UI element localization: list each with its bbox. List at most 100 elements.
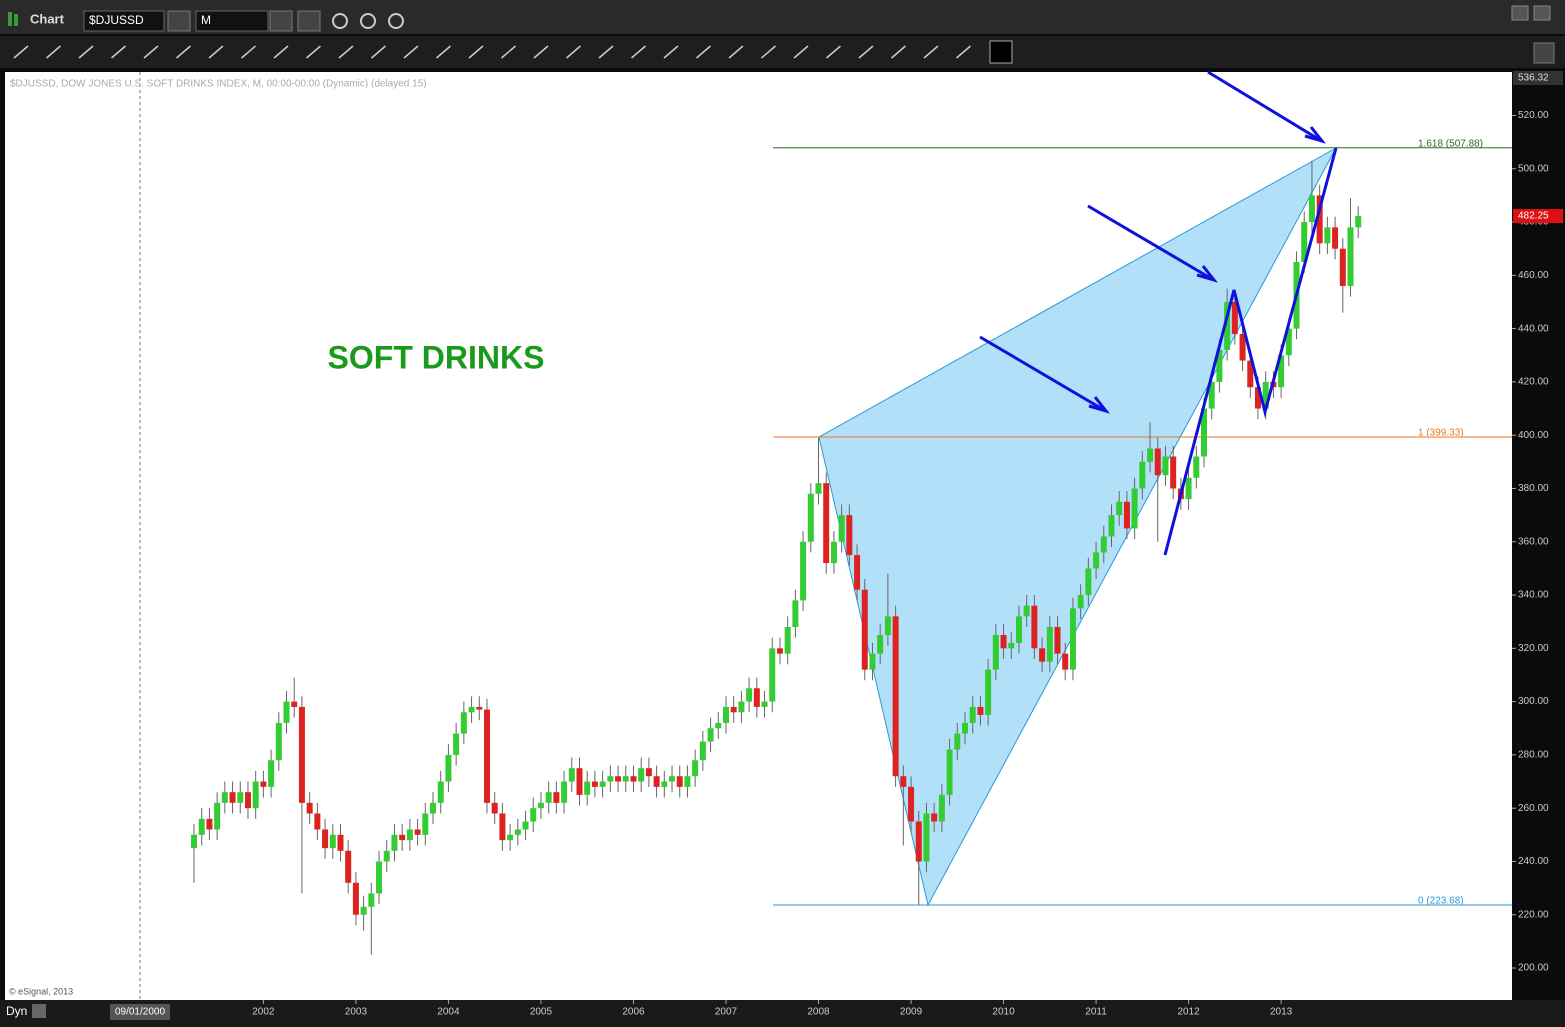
candle-body [1332,227,1339,249]
refresh-button[interactable] [332,13,348,29]
candle-body [399,834,406,841]
candle-body [1069,608,1076,670]
tool-icon[interactable] [761,45,776,59]
y-axis-panel [1512,72,1565,1000]
tool-icon[interactable] [468,45,484,59]
zigzag [1163,147,1338,556]
restore-button[interactable] [1511,5,1529,21]
candle-body [368,893,375,907]
candle-body [229,792,236,803]
tool-icon[interactable] [696,45,711,59]
x-tick-label: 2012 [1177,1007,1200,1018]
tool-icon[interactable] [663,45,679,59]
tool-icon[interactable] [501,45,516,59]
tool-icon[interactable] [436,45,451,59]
candle-body [815,483,822,494]
time-button[interactable] [269,10,293,32]
tool-icon[interactable] [273,45,289,59]
tool-icon[interactable] [858,45,874,59]
candle-body [291,701,298,707]
tool-icon[interactable] [403,45,419,59]
candle-body [669,776,676,782]
tool-icon[interactable] [923,45,939,59]
candle-body [1231,301,1238,334]
candle-body [352,882,359,915]
candle-body [1108,515,1115,537]
close-button[interactable] [1533,5,1551,21]
tool-icon[interactable] [533,45,549,59]
tool-icon[interactable] [631,45,646,59]
alert-button[interactable] [388,13,404,29]
candle-body [237,792,244,803]
candle-body [306,802,313,814]
tool-icon[interactable] [176,45,191,59]
candle-body [576,768,583,795]
interval-box[interactable] [195,10,269,32]
candle-body [314,813,321,830]
candle-body [283,701,290,723]
toolbar [0,36,1565,68]
candle-body [584,781,591,795]
magnet-button[interactable] [989,40,1013,64]
drawing-tools [13,45,971,59]
tool-icon[interactable] [241,45,256,59]
tool-icon[interactable] [826,45,841,59]
candle-body [1216,349,1223,382]
tool-icon[interactable] [143,45,159,59]
tool-icon[interactable] [728,45,744,59]
candle-body [738,701,745,713]
tool-icon[interactable] [338,45,354,59]
tool-icon[interactable] [46,45,61,59]
candle-body [946,749,953,795]
tool-icon[interactable] [598,45,614,59]
candle-body [838,515,845,542]
candle-body [591,781,598,787]
candle-body [1139,461,1146,489]
y-tick-label: 320.00 [1518,643,1549,654]
symbol-box[interactable] [83,10,165,32]
candle-body [1193,456,1200,478]
panel-button[interactable] [1533,42,1555,64]
candle-body [530,808,537,822]
candle-body [1170,456,1177,489]
x-axis-panel [0,1000,1565,1027]
candle-body [553,792,560,803]
candle-body [1347,227,1354,286]
candle-body [1116,501,1123,516]
candle-body [1247,360,1254,388]
play-button[interactable] [360,13,376,29]
candle-body [992,635,999,670]
tool-icon[interactable] [956,45,971,59]
symbol[interactable]: $DJUSSD [89,13,144,27]
fib-label: 0 (223.68) [1418,896,1464,907]
candle-body [198,818,205,835]
candle-body [460,712,467,734]
candle-body [707,728,714,742]
candle-body [483,709,490,803]
candle-body [846,515,853,556]
tool-icon[interactable] [111,45,126,59]
pattern-lines [979,70,1338,556]
draw-button[interactable] [297,10,321,32]
interval[interactable]: M [201,13,211,27]
candle-body [1154,448,1161,476]
tool-icon[interactable] [13,45,29,59]
candle-body [1015,616,1022,643]
tool-icon[interactable] [891,45,906,59]
settings-button[interactable] [167,10,191,32]
candle-body [298,706,305,803]
candle-body [1308,195,1315,223]
tool-icon[interactable] [306,45,321,59]
candle-body [1023,605,1030,617]
candle-body [414,829,421,835]
tool-icon[interactable] [78,45,94,59]
tool-icon[interactable] [208,45,224,59]
tool-icon[interactable] [793,45,809,59]
tool-icon[interactable] [371,45,386,59]
candle-body [1208,381,1215,409]
mode-button[interactable] [32,1004,46,1018]
start-label-bg [110,1004,170,1020]
axes: 200.00 220.00 240.00 260.00 280.00 300.00 320.… [252,71,1563,1018]
y-tick-label: 520.00 [1518,110,1549,121]
tool-icon[interactable] [566,45,581,59]
